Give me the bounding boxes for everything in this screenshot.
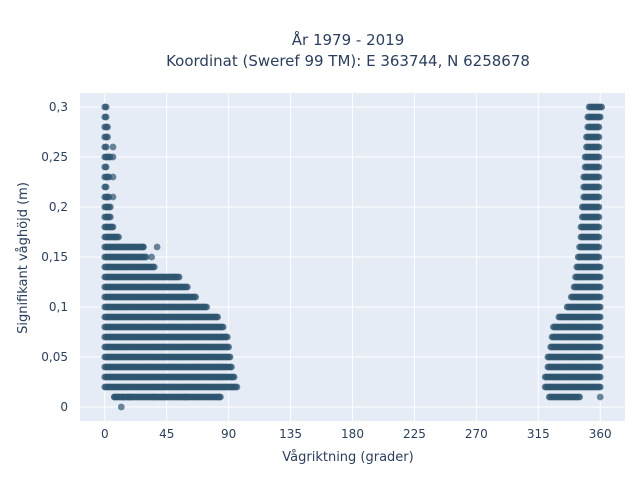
- data-point: [596, 343, 604, 351]
- data-point: [109, 143, 117, 151]
- y-tick-label: 0,3: [49, 100, 68, 114]
- data-point: [150, 263, 158, 271]
- data-point: [102, 113, 110, 121]
- data-point: [219, 323, 227, 331]
- data-point: [576, 393, 583, 401]
- x-tick-label: 360: [589, 427, 612, 441]
- data-point: [595, 133, 603, 141]
- data-point: [109, 173, 117, 181]
- data-point: [106, 203, 114, 211]
- data-point: [230, 373, 238, 381]
- data-point: [595, 123, 603, 131]
- data-point: [126, 393, 133, 401]
- data-point: [104, 133, 111, 141]
- x-tick-label: 315: [527, 427, 550, 441]
- y-tick-label: 0,2: [49, 200, 68, 214]
- data-point: [595, 203, 603, 211]
- data-point: [192, 293, 200, 301]
- data-point: [119, 393, 127, 401]
- data-points: [101, 103, 605, 411]
- data-point: [223, 333, 231, 341]
- data-point: [170, 273, 178, 281]
- data-point: [102, 103, 110, 111]
- data-point: [150, 393, 158, 401]
- data-point: [595, 233, 603, 241]
- data-point: [159, 393, 167, 401]
- data-point: [183, 283, 191, 291]
- data-point: [175, 273, 183, 281]
- chart-title-line-1: År 1979 - 2019: [292, 30, 405, 49]
- x-tick-labels: 0 45 90 135 180 225 270 315 360: [101, 427, 612, 441]
- x-tick-label: 270: [465, 427, 488, 441]
- data-point: [596, 363, 604, 371]
- data-point: [142, 253, 150, 261]
- data-point: [595, 143, 603, 151]
- data-point: [595, 183, 603, 191]
- x-tick-label: 180: [341, 427, 364, 441]
- data-point: [233, 383, 241, 391]
- data-point: [106, 213, 114, 221]
- data-point: [596, 373, 604, 381]
- x-tick-label: 225: [403, 427, 426, 441]
- data-point: [595, 243, 603, 251]
- data-point: [117, 403, 125, 411]
- data-point: [596, 323, 604, 331]
- x-tick-label: 135: [279, 427, 302, 441]
- data-point: [595, 163, 603, 171]
- data-point: [226, 353, 234, 361]
- y-axis-title: Signifikant våghöjd (m): [16, 182, 31, 334]
- data-point: [181, 393, 189, 401]
- data-point: [595, 223, 603, 231]
- data-point: [596, 353, 604, 361]
- data-point: [225, 343, 233, 351]
- data-point: [596, 333, 604, 341]
- y-tick-label: 0,25: [41, 150, 68, 164]
- data-point: [595, 193, 603, 201]
- data-point: [596, 283, 604, 291]
- y-tick-label: 0: [60, 400, 68, 414]
- y-tick-label: 0,1: [49, 300, 68, 314]
- x-tick-label: 45: [159, 427, 174, 441]
- data-point: [595, 213, 603, 221]
- data-point: [148, 253, 156, 261]
- y-tick-labels: 0 0,05 0,1 0,15 0,2 0,25 0,3: [41, 100, 68, 414]
- data-point: [109, 193, 117, 201]
- chart-title-line-2: Koordinat (Sweref 99 TM): E 363744, N 62…: [166, 52, 530, 70]
- data-point: [598, 103, 605, 111]
- data-point: [214, 313, 222, 321]
- data-point: [109, 223, 117, 231]
- data-point: [596, 313, 604, 321]
- data-point: [153, 243, 161, 251]
- data-point: [596, 273, 604, 281]
- data-point: [115, 233, 122, 241]
- data-point: [595, 173, 603, 181]
- x-tick-label: 90: [221, 427, 236, 441]
- data-point: [595, 253, 603, 261]
- data-point: [596, 393, 604, 401]
- data-point: [228, 363, 235, 371]
- data-point: [104, 123, 111, 131]
- data-point: [139, 243, 147, 251]
- data-point: [215, 393, 223, 401]
- x-tick-label: 0: [101, 427, 109, 441]
- data-point: [111, 393, 118, 401]
- data-point: [203, 303, 211, 311]
- y-tick-label: 0,15: [41, 250, 68, 264]
- data-point: [596, 293, 604, 301]
- data-point: [595, 153, 603, 161]
- data-point: [596, 303, 604, 311]
- data-point: [596, 113, 604, 121]
- data-point: [596, 383, 604, 391]
- data-point: [102, 183, 110, 191]
- x-axis-title: Vågriktning (grader): [282, 450, 413, 465]
- data-point: [596, 263, 604, 271]
- data-point: [109, 153, 117, 161]
- y-tick-label: 0,05: [41, 350, 68, 364]
- data-point: [102, 143, 110, 151]
- data-point: [102, 163, 110, 171]
